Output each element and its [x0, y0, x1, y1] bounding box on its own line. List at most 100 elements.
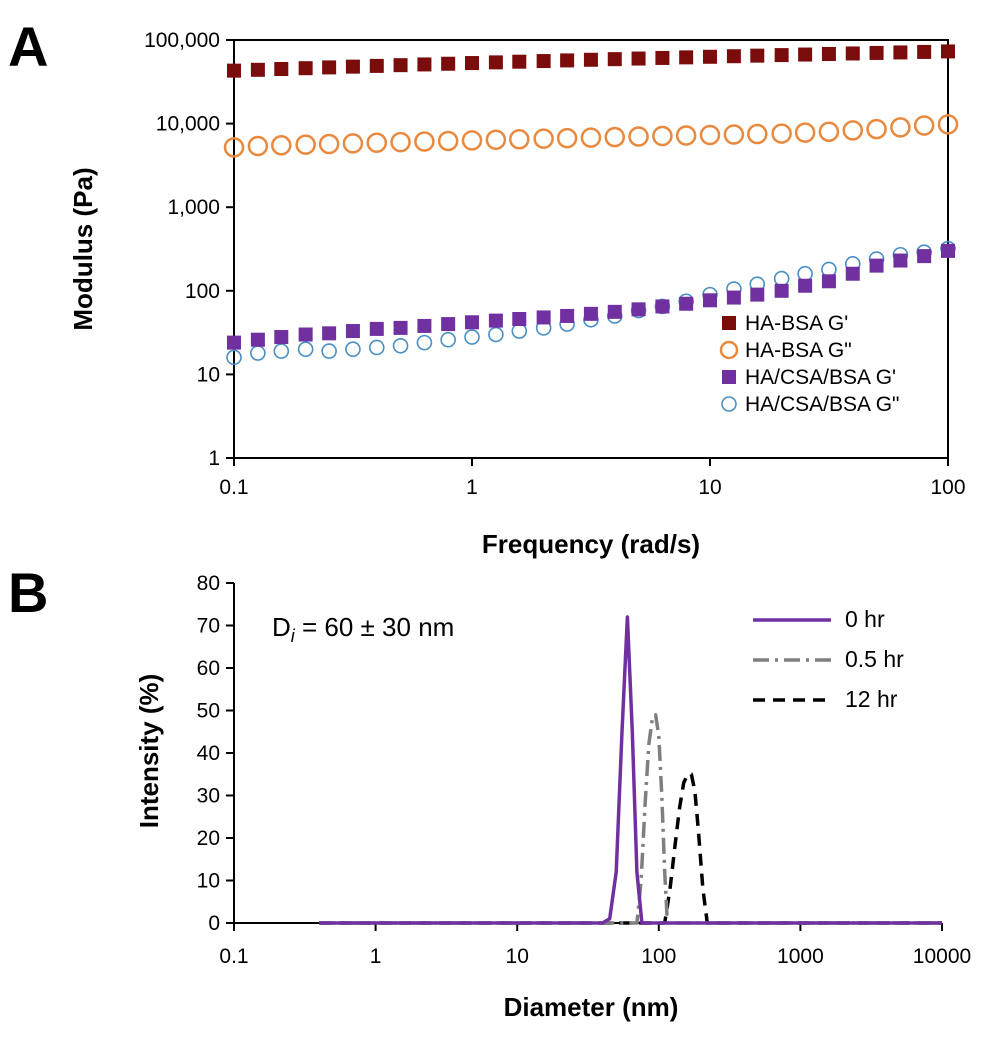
annotation-base: D — [272, 612, 291, 642]
data-point — [628, 126, 649, 147]
y-tick-label: 50 — [197, 700, 220, 723]
data-point — [941, 44, 955, 59]
legend-marker — [722, 370, 736, 384]
data-point — [893, 45, 908, 60]
series-line — [319, 772, 942, 925]
panel-b-y-axis-title: Intensity (%) — [134, 674, 164, 829]
data-point — [227, 335, 241, 350]
data-point — [511, 323, 528, 339]
data-point — [512, 54, 527, 69]
data-point — [560, 308, 575, 323]
data-point — [917, 249, 932, 264]
data-point — [607, 52, 622, 67]
data-point — [342, 133, 364, 154]
data-point — [273, 343, 290, 359]
data-point — [774, 283, 789, 298]
data-point — [604, 126, 626, 148]
y-tick-label: 80 — [197, 572, 220, 595]
data-point — [675, 125, 697, 146]
data-point — [750, 287, 765, 302]
data-point — [937, 114, 959, 135]
data-point — [414, 131, 435, 152]
data-point — [366, 132, 388, 154]
data-point — [655, 299, 670, 314]
data-point — [345, 341, 361, 358]
y-tick-label: 100 — [185, 280, 220, 303]
data-point — [274, 61, 289, 76]
panel-b-legend: 0 hr 0.5 hr 12 hr — [753, 606, 904, 712]
y-tick-label: 10 — [197, 363, 220, 386]
data-point — [533, 128, 554, 149]
y-tick-label: 40 — [197, 742, 220, 765]
x-tick-label: 100 — [930, 476, 965, 499]
data-point — [917, 44, 932, 59]
data-point — [417, 318, 432, 333]
data-point — [703, 293, 717, 308]
y-tick-label: 70 — [197, 615, 220, 638]
legend-marker — [722, 316, 736, 330]
data-point — [726, 49, 741, 64]
data-point — [321, 343, 337, 359]
x-tick-label: 100 — [641, 945, 676, 968]
data-point — [845, 46, 860, 61]
y-tick-label: 100,000 — [144, 29, 220, 52]
x-tick-label: 1 — [370, 945, 382, 968]
series-line — [319, 713, 942, 925]
data-point — [652, 125, 673, 147]
data-point — [274, 330, 289, 345]
data-point — [250, 332, 265, 347]
data-point — [298, 61, 313, 76]
legend-entry: 12 hr — [753, 686, 898, 712]
y-tick-label: 30 — [197, 785, 220, 808]
data-point — [512, 311, 527, 326]
y-tick-label: 60 — [197, 657, 220, 680]
panel-a-legend: HA-BSA G' HA-BSA G" HA/CSA/BSA G' HA/CSA/BS… — [719, 312, 900, 416]
data-point — [583, 52, 598, 67]
data-point — [771, 123, 792, 144]
series-line — [319, 615, 942, 925]
y-tick-label: 1,000 — [167, 196, 220, 219]
data-point — [941, 243, 955, 258]
data-point — [345, 324, 360, 339]
data-point — [679, 296, 694, 311]
annotation-value: = 60 ± 30 nm — [295, 612, 455, 642]
data-point — [437, 130, 459, 152]
data-point — [774, 48, 789, 63]
legend-entry: HA-BSA G" — [719, 339, 852, 362]
data-point — [227, 63, 241, 78]
data-point — [798, 47, 813, 62]
x-tick-label: 1000 — [777, 945, 824, 968]
data-point — [821, 47, 836, 62]
legend-label: HA/CSA/BSA G" — [745, 393, 900, 416]
data-point — [631, 302, 646, 317]
data-point — [271, 135, 292, 156]
data-point — [866, 118, 887, 140]
panel-a-markers — [223, 44, 959, 366]
data-point — [223, 137, 245, 158]
data-point — [890, 117, 911, 138]
x-tick-label: 10 — [698, 476, 721, 499]
data-point — [726, 290, 741, 305]
data-point — [703, 49, 717, 64]
data-point — [392, 337, 409, 354]
data-point — [750, 48, 765, 63]
data-point — [747, 123, 768, 145]
legend-label: HA-BSA G" — [745, 339, 852, 362]
legend-label: HA/CSA/BSA G' — [745, 366, 896, 389]
data-point — [699, 124, 721, 146]
panel-b-axis-ticks: 0.1 1 10 100 1000 10000 0 10 20 30 40 50 60 70 80 — [197, 572, 972, 968]
data-point — [441, 56, 456, 71]
x-tick-label: 0.1 — [219, 476, 248, 499]
data-point — [250, 345, 266, 361]
data-point — [416, 334, 433, 351]
data-point — [536, 310, 551, 325]
legend-entry: 0 hr — [753, 606, 885, 632]
data-point — [488, 313, 503, 328]
panel-a-x-axis-title: Frequency (rad/s) — [482, 529, 700, 559]
legend-label: HA-BSA G' — [745, 312, 848, 335]
legend-entry: HA-BSA G' — [722, 312, 848, 335]
data-point — [368, 339, 385, 356]
data-point — [369, 321, 384, 336]
data-point — [226, 349, 242, 366]
